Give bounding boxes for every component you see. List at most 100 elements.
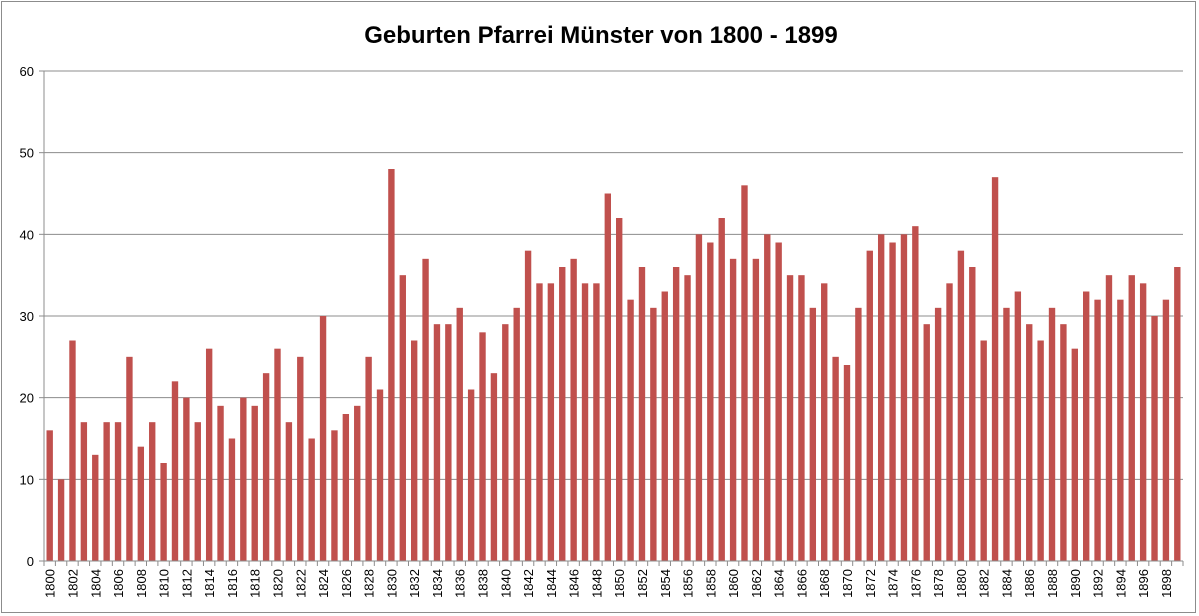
bar-1828 xyxy=(365,356,372,561)
bar-1800 xyxy=(46,430,53,561)
bar-1802 xyxy=(69,340,76,561)
bar-1809 xyxy=(149,422,156,561)
bar-1852 xyxy=(638,267,646,561)
bar-1893 xyxy=(1105,275,1113,561)
bar-1838 xyxy=(479,332,486,561)
bar-1886 xyxy=(1026,324,1033,561)
bar-1851 xyxy=(627,299,634,561)
bar-1861 xyxy=(741,185,748,561)
x-tick-label: 1852 xyxy=(635,569,650,598)
bar-1897 xyxy=(1151,316,1158,561)
x-tick-label: 1820 xyxy=(271,569,286,598)
bar-1863 xyxy=(764,234,771,561)
x-tick-label: 1816 xyxy=(225,569,240,598)
x-tick-label: 1834 xyxy=(430,569,445,598)
x-tick-label: 1804 xyxy=(88,569,103,598)
bar-1891 xyxy=(1083,291,1090,561)
x-tick-label: 1884 xyxy=(999,569,1014,598)
bar-1869 xyxy=(832,356,839,561)
x-tick-label: 1898 xyxy=(1159,569,1174,598)
y-tick-label: 40 xyxy=(20,227,34,242)
bar-1870 xyxy=(843,365,851,561)
x-tick-label: 1866 xyxy=(794,569,809,598)
x-tick-label: 1870 xyxy=(840,569,855,598)
x-tick-label: 1838 xyxy=(476,569,491,598)
y-tick-label: 50 xyxy=(20,146,34,161)
bar-1883 xyxy=(991,177,999,562)
bar-1871 xyxy=(855,307,862,561)
y-tick-label: 10 xyxy=(20,472,34,487)
x-tick-label: 1832 xyxy=(407,569,422,598)
x-tick-label: 1876 xyxy=(908,569,923,598)
bar-1804 xyxy=(92,454,99,561)
x-tick-label: 1802 xyxy=(65,569,80,598)
x-tick-label: 1868 xyxy=(817,569,832,598)
bar-1846 xyxy=(570,258,577,561)
x-tick-label: 1830 xyxy=(384,569,399,598)
bar-1858 xyxy=(707,242,714,561)
bar-1859 xyxy=(718,218,725,561)
bar-1807 xyxy=(126,356,133,561)
bar-1836 xyxy=(456,307,463,561)
bars xyxy=(46,169,1181,562)
bar-1875 xyxy=(900,234,908,561)
x-tick-label: 1836 xyxy=(453,569,468,598)
x-tick-label: 1822 xyxy=(293,569,308,598)
bar-1840 xyxy=(502,324,509,561)
bar-1853 xyxy=(650,307,657,561)
bar-1874 xyxy=(889,242,896,561)
x-tick-label: 1812 xyxy=(179,569,194,598)
bar-1879 xyxy=(946,283,953,561)
bar-1814 xyxy=(205,348,213,561)
x-tick-label: 1826 xyxy=(339,569,354,598)
x-tick-label: 1810 xyxy=(157,569,172,598)
x-tick-label: 1874 xyxy=(886,569,901,598)
bar-1822 xyxy=(297,356,304,561)
x-tick-label: 1842 xyxy=(521,569,536,598)
bar-1868 xyxy=(821,283,828,561)
bar-1867 xyxy=(809,307,817,561)
bar-1895 xyxy=(1128,275,1135,561)
bar-1884 xyxy=(1003,307,1010,561)
x-axis-tick-labels: 1800 1802 1804 1806 1808 1810 1812 1814 1816 1818… xyxy=(43,569,1174,598)
bar-1881 xyxy=(969,267,976,561)
bar-1866 xyxy=(798,275,805,561)
bar-1872 xyxy=(866,250,873,562)
bar-1844 xyxy=(547,283,555,561)
bar-1889 xyxy=(1060,324,1067,561)
x-tick-label: 1818 xyxy=(248,569,263,598)
bar-1843 xyxy=(536,283,543,561)
bar-1835 xyxy=(445,324,452,561)
bar-1899 xyxy=(1174,267,1181,561)
bar-1842 xyxy=(524,250,532,562)
bar-1841 xyxy=(513,307,520,561)
bar-1862 xyxy=(752,258,760,561)
y-tick-label: 30 xyxy=(20,309,34,324)
bar-1847 xyxy=(581,283,589,561)
x-tick-label: 1862 xyxy=(749,569,764,598)
bar-1827 xyxy=(354,405,361,561)
bar-1831 xyxy=(399,275,406,561)
bar-1865 xyxy=(786,275,794,561)
bar-1878 xyxy=(934,307,942,561)
bar-1829 xyxy=(376,389,384,561)
bar-1876 xyxy=(912,226,919,562)
bar-1885 xyxy=(1014,291,1022,561)
x-tick-label: 1882 xyxy=(977,569,992,598)
x-tick-label: 1894 xyxy=(1113,569,1128,598)
x-tick-label: 1892 xyxy=(1091,569,1106,598)
x-tick-label: 1844 xyxy=(544,569,559,598)
bar-1894 xyxy=(1117,299,1124,561)
bar-1854 xyxy=(661,291,668,561)
x-tick-label: 1850 xyxy=(612,569,627,598)
axes xyxy=(43,71,1184,566)
x-tick-label: 1872 xyxy=(863,569,878,598)
bar-1830 xyxy=(388,169,395,561)
x-tick-label: 1824 xyxy=(316,569,331,598)
bar-1839 xyxy=(490,373,498,561)
bar-1845 xyxy=(559,267,566,561)
bar-1882 xyxy=(980,340,987,561)
x-tick-label: 1896 xyxy=(1136,569,1151,598)
